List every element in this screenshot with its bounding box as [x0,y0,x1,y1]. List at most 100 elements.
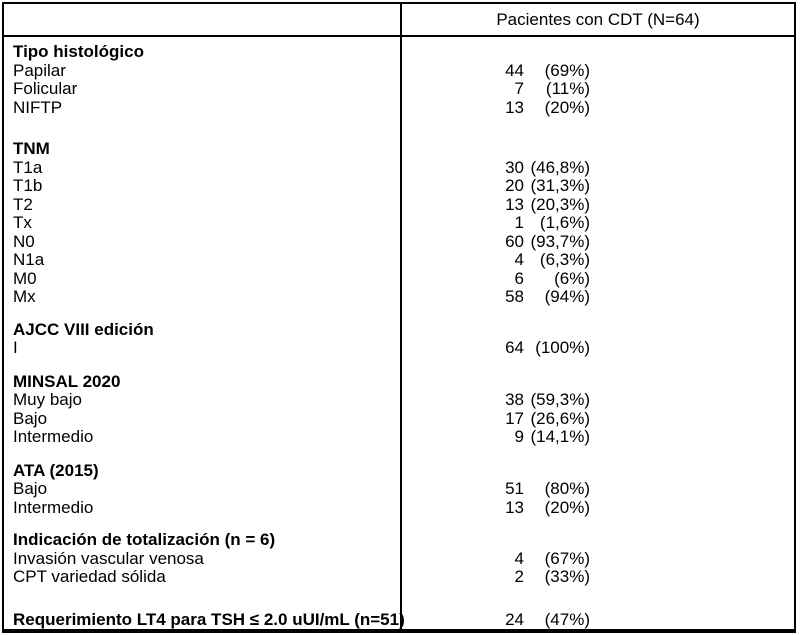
table-section: AJCC VIII edición I 64 (100%) [4,319,794,358]
section-title: MINSAL 2020 [13,371,121,391]
section-title: AJCC VIII edición [13,319,154,339]
section-title-count [400,321,524,340]
row-pct: (59,3%) [530,390,590,409]
table-row: I 64 (100%) [4,338,794,358]
section-title-pct [524,43,590,62]
row-pct: (69%) [544,60,590,80]
table-row: Muy bajo 38 (59,3%) [4,390,794,410]
row-label: Tx [13,213,32,232]
row-pct: (20%) [544,97,590,117]
row-count: 4 [514,250,524,269]
table-row: Mx 58 (94%) [4,287,794,307]
section-title-pct [524,531,590,550]
table-row: Papilar 44 (69%) [4,60,794,81]
table-section: Tipo histológico Papilar 44 (69%) Folicu… [4,42,794,118]
row-label: T2 [13,194,33,214]
row-pct: (31,3%) [530,176,590,195]
section-title-row: Tipo histológico [4,42,794,62]
table-row: NIFTP 13 (20%) [4,97,794,118]
row-label: CPT variedad sólida [13,567,166,586]
row-label: T1b [13,176,43,195]
table-row: CPT variedad sólida 2 (33%) [4,567,794,587]
row-label: Muy bajo [13,390,82,409]
row-count: 64 [505,338,524,357]
row-count: 13 [505,497,524,517]
section-title-row: AJCC VIII edición [4,319,794,340]
section-title-pct: (47%) [544,609,590,629]
row-count: 58 [505,287,524,306]
row-pct: (1,6%) [539,213,590,232]
row-label: Invasión vascular venosa [13,548,204,568]
table-section: MINSAL 2020 Muy bajo 38 (59,3%) Bajo 17 … [4,371,794,447]
row-pct: (14,1%) [530,427,590,446]
section-title: ATA (2015) [13,460,99,480]
section-title-count [400,140,524,159]
row-count: 1 [514,213,524,232]
table-row: T2 13 (20,3%) [4,194,794,215]
section-title-row: MINSAL 2020 [4,371,794,392]
row-count: 2 [514,567,524,586]
row-label: N1a [13,250,45,269]
row-count: 30 [505,157,524,177]
row-count: 20 [505,176,524,195]
table-row: Intermedio 13 (20%) [4,497,794,518]
table-row: N1a 4 (6,3%) [4,250,794,270]
row-count: 6 [514,268,524,288]
row-label: M0 [13,268,37,288]
table-row: Bajo 51 (80%) [4,479,794,499]
row-label: I [13,338,18,357]
table-row: T1a 30 (46,8%) [4,157,794,178]
row-count: 60 [505,231,524,251]
row-count: 4 [514,548,524,568]
row-pct: (20%) [544,497,590,517]
section-title-count [400,531,524,550]
row-label: NIFTP [13,97,63,117]
row-pct: (100%) [535,338,590,357]
row-pct: (33%) [544,567,590,586]
table-row: N0 60 (93,7%) [4,231,794,252]
row-count: 51 [505,479,524,498]
row-count: 13 [505,194,524,214]
row-pct: (46,8%) [530,157,590,177]
section-title-row: TNM [4,139,794,159]
row-pct: (26,6%) [530,408,590,428]
section-title-count [400,373,524,392]
table-header-row: Pacientes con CDT (N=64) [4,4,794,37]
column-divider [400,4,402,629]
section-title-pct [524,321,590,340]
column-header-patients: Pacientes con CDT (N=64) [496,9,700,29]
section-title: Indicación de totalización (n = 6) [13,530,276,549]
section-title: Tipo histológico [13,42,144,61]
table-row: Tx 1 (1,6%) [4,213,794,233]
section-title-count: 24 [505,609,524,629]
table-section: Requerimiento LT4 para TSH ≤ 2.0 uUI/mL … [4,609,794,630]
row-label: Intermedio [13,427,94,446]
section-title-row: ATA (2015) [4,460,794,481]
row-label: T1a [13,157,43,177]
row-pct: (6,3%) [539,250,590,269]
table-section: Indicación de totalización (n = 6) Invas… [4,530,794,587]
row-label: Mx [13,287,36,306]
row-pct: (93,7%) [530,231,590,251]
section-title-pct [524,462,590,481]
row-pct: (6%) [554,268,590,288]
table-row: Intermedio 9 (14,1%) [4,427,794,447]
row-label: Folicular [13,79,78,98]
row-pct: (67%) [544,548,590,568]
row-label: Bajo [13,479,48,498]
row-label: Bajo [13,408,48,428]
section-title-row: Requerimiento LT4 para TSH ≤ 2.0 uUI/mL … [4,609,794,630]
row-pct: (80%) [544,479,590,498]
section-title: Requerimiento LT4 para TSH ≤ 2.0 uUI/mL … [13,609,405,629]
section-title-pct [524,373,590,392]
table-section: TNM T1a 30 (46,8%) T1b 20 (31,3%) T2 13 … [4,139,794,307]
section-title-row: Indicación de totalización (n = 6) [4,530,794,550]
section-title-count [400,43,524,62]
row-count: 38 [505,390,524,409]
row-pct: (11%) [545,79,590,98]
row-count: 13 [505,97,524,117]
header-empty-cell [4,4,402,35]
section-title: TNM [13,139,50,158]
section-title-count [400,462,524,481]
